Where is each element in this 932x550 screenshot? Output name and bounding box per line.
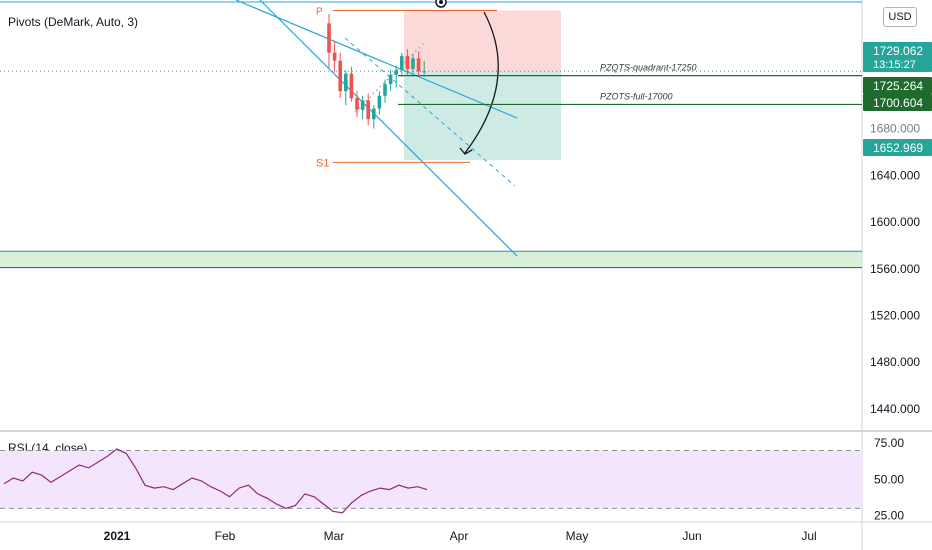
candle-body — [400, 56, 404, 71]
price-label-box-level — [863, 94, 932, 111]
candle-body — [338, 60, 342, 92]
target-zone — [404, 71, 561, 161]
channel-lower-line — [259, 0, 518, 257]
candle — [388, 70, 393, 92]
candle — [344, 70, 348, 106]
candle-body — [344, 73, 348, 92]
candle-body — [422, 71, 426, 73]
price-label-level: 1725.264 — [873, 79, 923, 93]
candle-body — [372, 108, 376, 120]
price-label-box-last — [863, 42, 932, 72]
rsi-line — [3, 448, 428, 514]
price-label-target: 1652.969 — [873, 141, 923, 155]
candle — [327, 14, 331, 68]
candle-body — [383, 84, 387, 96]
candle-body — [327, 23, 331, 53]
candle-body — [332, 52, 337, 61]
candle — [332, 40, 337, 73]
candle — [372, 105, 376, 129]
candle — [394, 65, 398, 88]
rsi-axis-tick: 50.00 — [874, 472, 904, 486]
candle-body — [366, 100, 370, 120]
candle — [400, 52, 404, 78]
target-arrow-head — [459, 147, 473, 155]
currency-button[interactable]: USD — [883, 7, 917, 27]
pivots-indicator-title[interactable]: Pivots (DeMark, Auto, 3) — [6, 15, 141, 29]
price-axis-tick: 1560.000 — [870, 262, 920, 276]
candle — [416, 51, 421, 76]
price-axis-tick: 1640.000 — [870, 168, 920, 182]
channel-mid-line — [344, 37, 516, 187]
time-axis-tick: Feb — [215, 529, 236, 543]
price-axis-tick: 1520.000 — [870, 308, 920, 322]
candle-body — [405, 56, 410, 69]
candle-body — [388, 74, 393, 85]
channel-upper-line — [235, 0, 518, 119]
candle — [366, 93, 370, 126]
price-axis-tick: 1440.000 — [870, 402, 920, 416]
target-arc-arrow — [464, 11, 499, 154]
candle — [360, 95, 365, 120]
candle — [349, 66, 354, 102]
pivot-s1-label: S1 — [316, 157, 329, 169]
trend-dotted-line — [354, 41, 426, 113]
stop-zone — [404, 10, 561, 72]
price-label-box-level — [863, 77, 932, 94]
candle-body — [416, 58, 421, 72]
time-axis-tick: Apr — [450, 529, 469, 543]
level-label-1: PZQTS-quadrant-17250 — [600, 63, 697, 73]
time-axis-tick: 2021 — [104, 529, 131, 543]
candle — [338, 52, 342, 99]
candle-body — [349, 73, 354, 99]
candle-body — [355, 98, 359, 110]
pivot-p-label: P — [316, 7, 323, 18]
time-axis-tick: Jul — [801, 529, 816, 543]
price-axis-tick: 1600.000 — [870, 215, 920, 229]
candle-body — [411, 58, 415, 69]
candle-body — [394, 70, 398, 75]
candle-body — [377, 95, 382, 109]
support-zone — [0, 251, 862, 268]
time-axis-tick: May — [566, 529, 589, 543]
rsi-axis-tick: 75.00 — [874, 436, 904, 450]
rsi-band-fill — [0, 450, 862, 509]
candle — [355, 91, 359, 117]
price-label-countdown: 13:15:27 — [873, 59, 916, 71]
candle — [405, 49, 410, 75]
drawing-handle-dot — [439, 0, 443, 4]
price-label-last: 1729.062 — [873, 44, 923, 58]
rsi-axis-tick: 25.00 — [874, 509, 904, 523]
candle-body — [360, 100, 365, 110]
price-axis-tick-partial: 1680.000 — [870, 122, 920, 136]
time-axis-tick: Jun — [682, 529, 701, 543]
time-axis-tick: Mar — [324, 529, 345, 543]
candle — [377, 91, 382, 115]
candle — [422, 60, 426, 78]
price-label-level: 1700.604 — [873, 96, 923, 110]
price-label-box-target — [863, 139, 932, 156]
candle — [411, 53, 415, 74]
price-axis-tick: 1480.000 — [870, 355, 920, 369]
candle — [383, 79, 387, 103]
level-label-2: PZOTS-full-17000 — [600, 91, 673, 101]
